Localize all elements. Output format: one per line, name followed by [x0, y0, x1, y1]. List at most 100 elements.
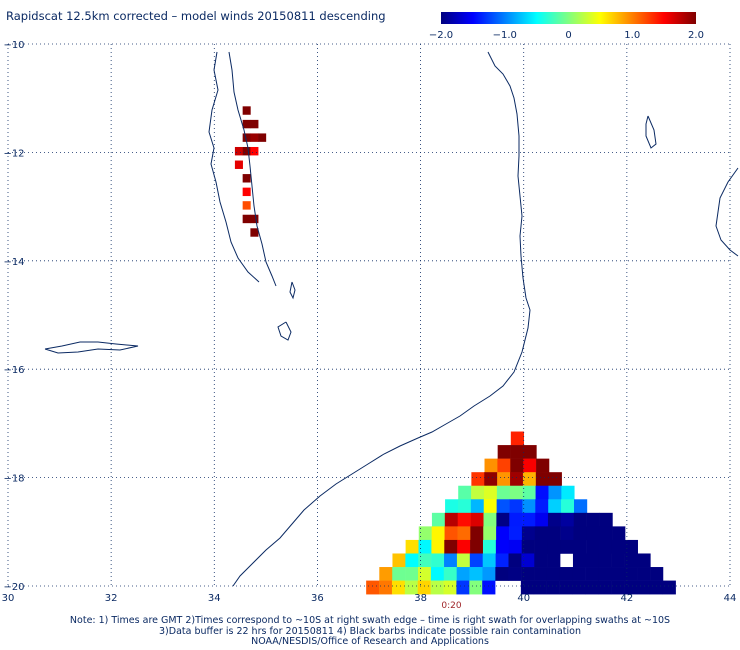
- wind-cell: [509, 526, 523, 541]
- wind-cell: [443, 580, 457, 595]
- comoros-island: [645, 115, 657, 149]
- lake-chiuta-shore: [277, 321, 292, 341]
- wind-cell: [242, 133, 251, 142]
- wind-cell: [637, 567, 651, 581]
- wind-cell: [534, 539, 548, 554]
- wind-cell: [431, 539, 445, 554]
- wind-cell: [547, 526, 561, 541]
- lon-tick-label: 30: [2, 593, 15, 604]
- wind-cell: [470, 499, 485, 514]
- lon-tick-label: 34: [208, 593, 221, 604]
- wind-cell: [523, 445, 537, 459]
- wind-cell: [572, 567, 586, 581]
- wind-cell: [258, 133, 267, 142]
- wind-cell: [572, 580, 586, 595]
- wind-cell: [560, 512, 575, 527]
- wind-cell: [496, 526, 510, 541]
- wind-cell: [445, 499, 459, 514]
- wind-cell: [242, 214, 251, 224]
- wind-cell: [599, 526, 613, 541]
- wind-cell: [611, 553, 625, 568]
- wind-cell: [598, 553, 612, 568]
- lat-tick-label: −16: [3, 365, 24, 376]
- wind-cell: [509, 512, 523, 527]
- wind-cell: [534, 526, 548, 541]
- wind-cell: [242, 201, 251, 210]
- wind-cell: [484, 472, 498, 487]
- wind-cell: [392, 553, 406, 568]
- colorbar: −2.0 −1.0 0 1.0 2.0: [429, 9, 704, 41]
- wind-cell: [431, 512, 446, 527]
- wind-cell: [457, 499, 472, 514]
- wind-cell: [444, 526, 458, 541]
- colorbar-label-m1: −1.0: [492, 30, 517, 41]
- wind-cell: [612, 526, 626, 541]
- wind-cell: [522, 485, 536, 500]
- wind-cell: [497, 472, 511, 487]
- lon-tick-label: 40: [517, 593, 530, 604]
- wind-cell: [456, 567, 470, 581]
- wind-cell: [497, 458, 511, 473]
- colorbar-label-0: 0: [565, 30, 572, 41]
- lake-bangweulu-shore: [44, 341, 139, 354]
- wind-cell: [484, 458, 498, 473]
- wind-cell: [404, 580, 419, 595]
- wind-cell: [548, 485, 562, 500]
- mozambique-coast: [232, 51, 531, 587]
- map-title: Rapidscat 12.5km corrected – model winds…: [6, 9, 386, 23]
- wind-cell: [573, 512, 587, 527]
- wind-cell: [508, 539, 522, 554]
- lat-tick-label: −20: [3, 582, 24, 593]
- wind-cell: [559, 580, 573, 595]
- wind-cell: [242, 174, 251, 183]
- wind-cell: [611, 567, 625, 581]
- wind-cell: [418, 526, 432, 541]
- wind-cell: [444, 512, 458, 527]
- colorbar-label-p1: 1.0: [624, 30, 641, 41]
- wind-cell: [586, 526, 600, 541]
- wind-cell: [469, 580, 483, 595]
- lat-tick-label: −14: [3, 257, 24, 268]
- wind-cell: [599, 512, 613, 527]
- wind-cell: [405, 553, 419, 568]
- wind-cell: [574, 499, 588, 514]
- map-panel: 30 32 34 36 38 40 42 44 −10 −12 −14 −16 −18 −20 0:20: [2, 40, 739, 611]
- wind-cell: [470, 512, 484, 527]
- lon-tick-label: 42: [620, 593, 633, 604]
- wind-cell: [598, 567, 612, 581]
- wind-cell: [242, 119, 251, 129]
- footnote-line-1: Note: 1) Times are GMT 2)Times correspon…: [69, 615, 671, 626]
- wind-cell: [242, 146, 251, 156]
- wind-cell: [547, 512, 562, 527]
- wind-cell: [417, 580, 431, 595]
- wind-cell: [417, 567, 432, 581]
- wind-cell: [547, 553, 561, 568]
- wind-cell: [535, 499, 549, 514]
- colorbar-gradient: [441, 12, 696, 24]
- wind-cell: [560, 526, 574, 541]
- wind-cell: [379, 567, 393, 581]
- wind-cell: [560, 539, 574, 554]
- wind-cell: [585, 553, 600, 568]
- wind-cell: [471, 485, 485, 500]
- footnote-line-3: NOAA/NESDIS/Office of Research and Appli…: [251, 636, 489, 647]
- swath-time-label: 0:20: [441, 601, 461, 611]
- wind-cell: [611, 539, 626, 554]
- wind-cell: [250, 133, 259, 142]
- wind-cell: [250, 214, 259, 224]
- lon-tick-label: 32: [105, 593, 118, 604]
- wind-cell: [585, 580, 599, 595]
- wind-cell: [624, 539, 638, 554]
- wind-cell: [471, 472, 485, 487]
- wind-cell: [572, 553, 587, 568]
- wind-cell: [586, 539, 600, 554]
- wind-cell: [509, 499, 523, 514]
- small-lake-shore: [289, 281, 296, 300]
- wind-cell: [483, 499, 497, 514]
- wind-cell: [250, 119, 259, 129]
- wind-cell: [535, 485, 549, 500]
- wind-cell: [533, 580, 547, 595]
- coastline: [44, 51, 739, 587]
- lon-tick-label: 44: [724, 593, 737, 604]
- lat-tick-label: −18: [3, 474, 24, 485]
